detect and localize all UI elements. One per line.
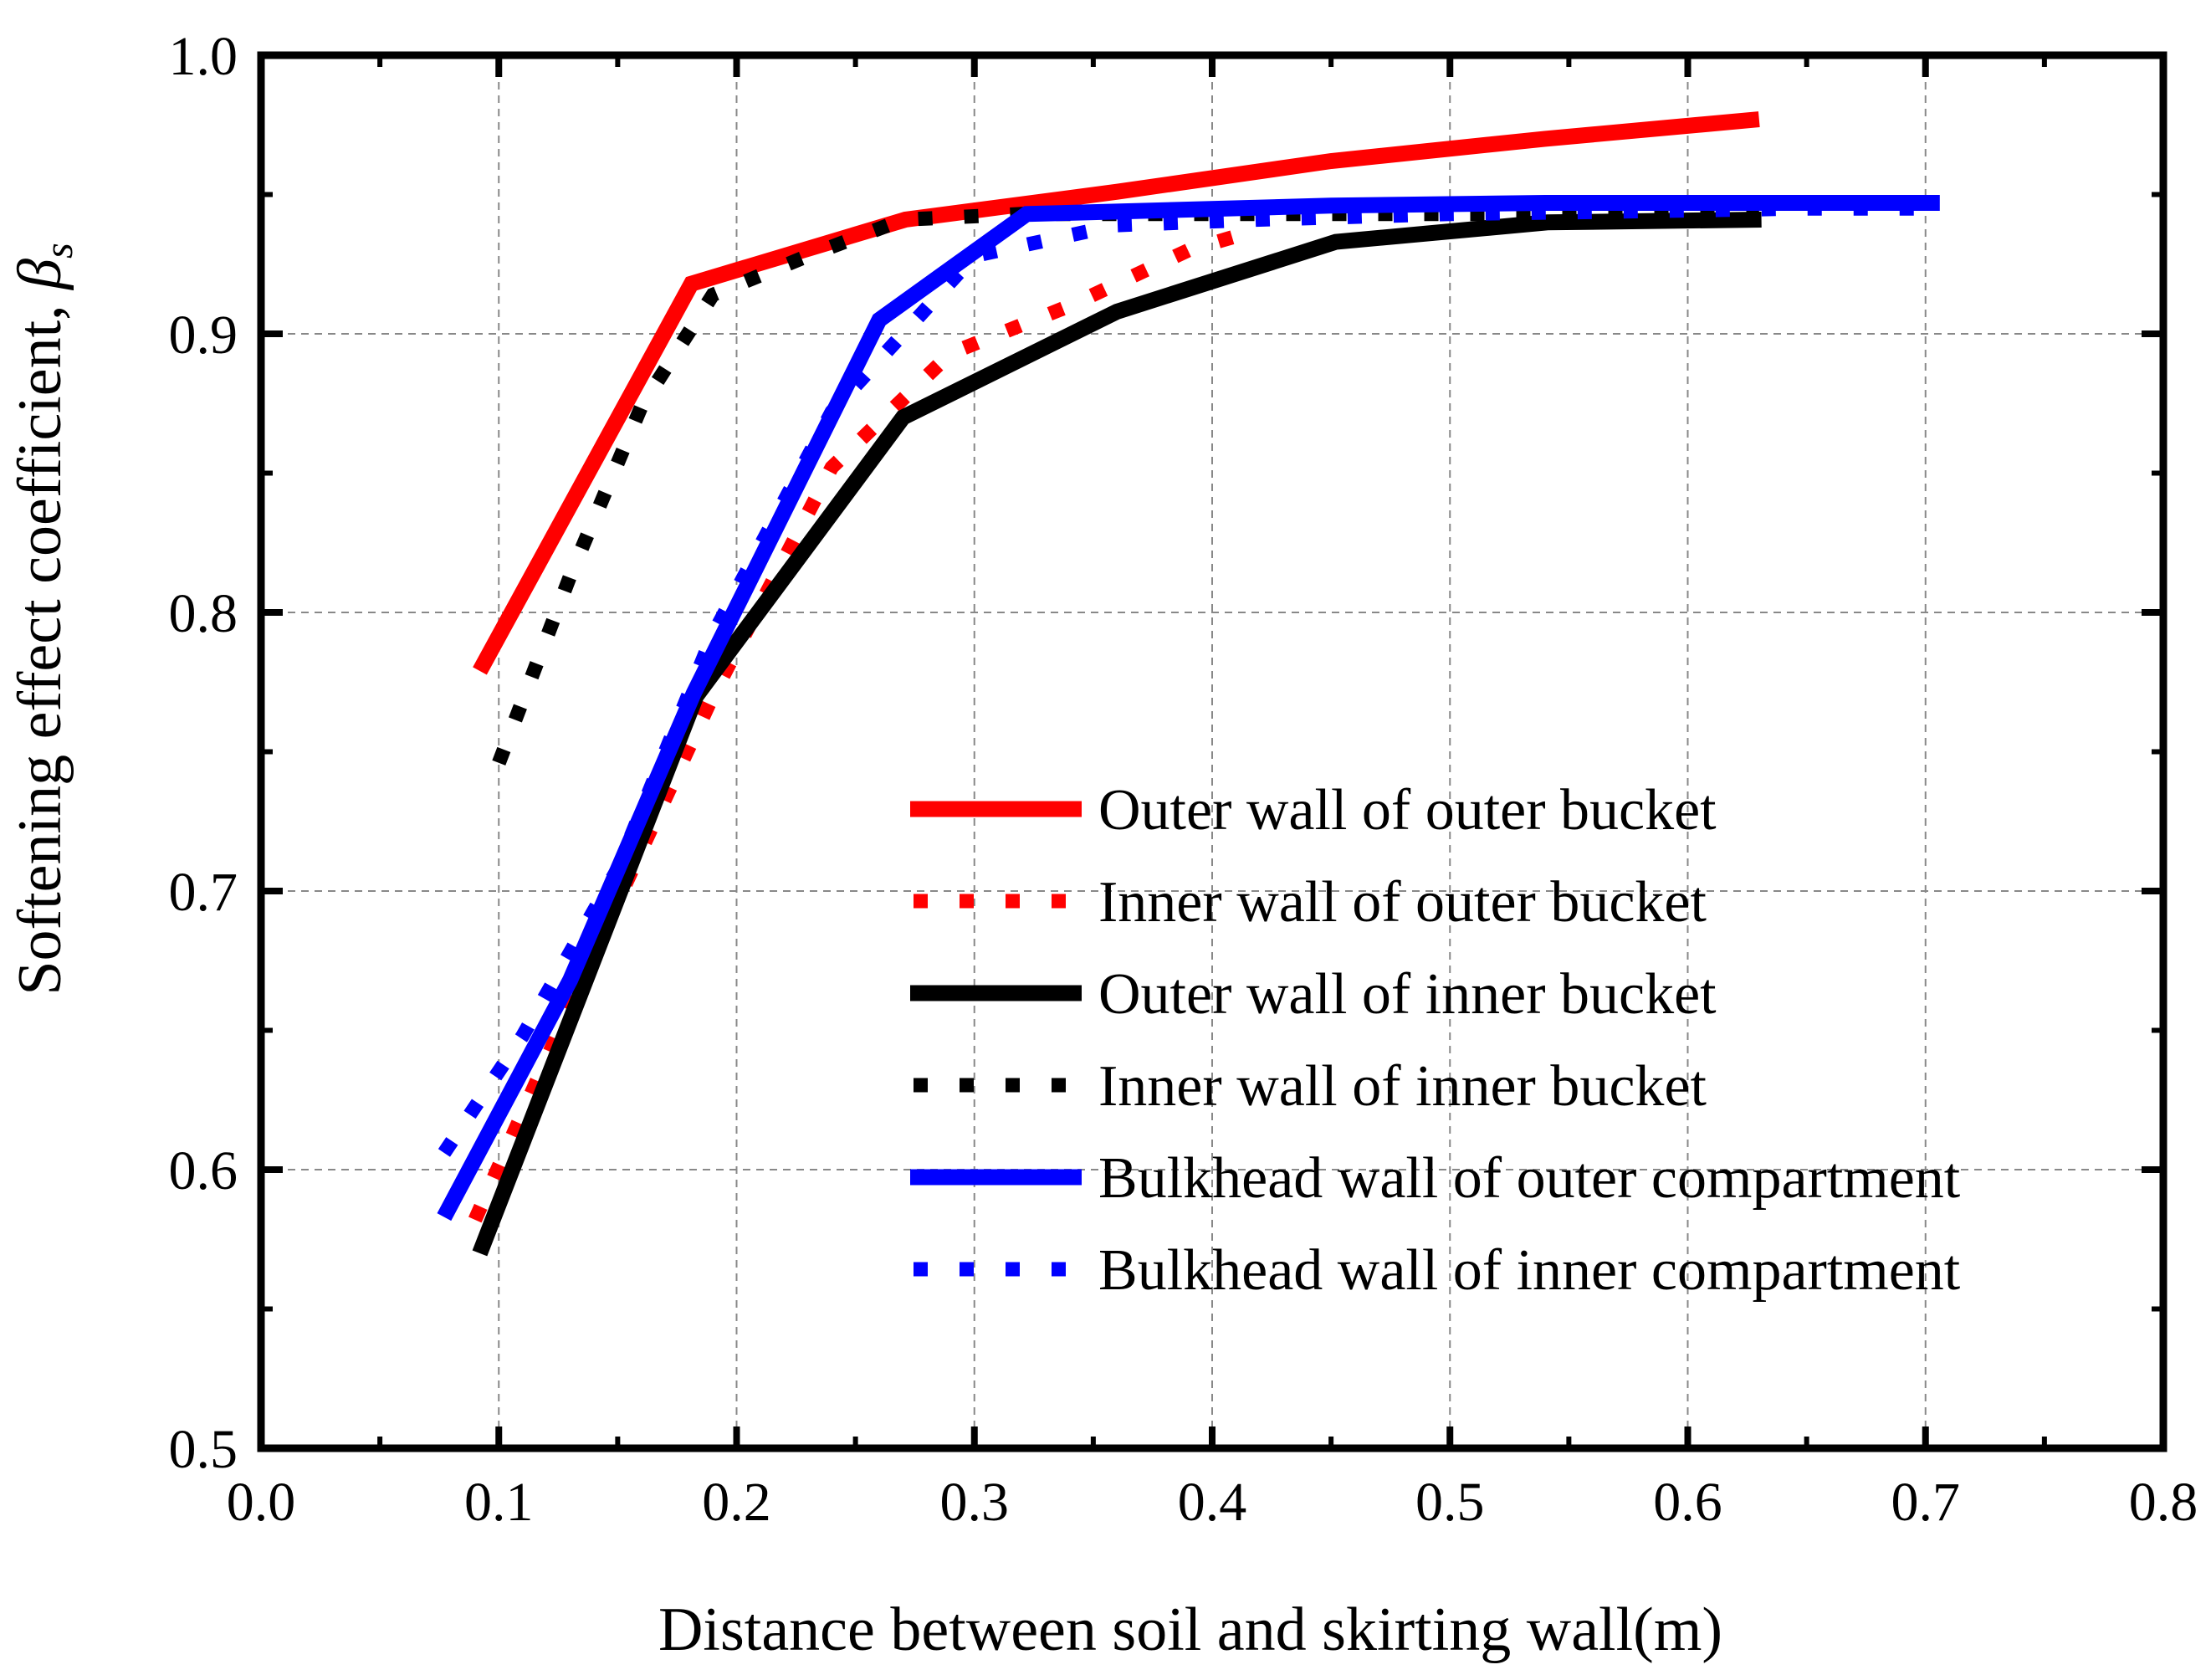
x-tick-label: 0.1 [464, 1472, 534, 1533]
legend-label-1: Outer wall of outer bucket [1098, 778, 1717, 843]
x-tick-label: 0.2 [702, 1472, 771, 1533]
axes [257, 51, 2167, 1452]
y-axis-title-symbol: β [6, 259, 74, 291]
x-tick-label: 0.7 [1891, 1472, 1961, 1533]
y-axis-title-text: Softening effect coefficient, [6, 289, 74, 996]
x-tick-label: 0.5 [1415, 1472, 1485, 1533]
y-tick-label: 1.0 [169, 26, 238, 87]
series-layer [437, 111, 1940, 1257]
y-axis-title-subscript: s [37, 243, 81, 259]
legend-label-5: Bulkhead wall of outer compartment [1098, 1146, 1961, 1211]
y-axis-title: Softening effect coefficient, βs [6, 243, 81, 995]
x-axis-title: Distance between soil and skirting wall(… [658, 1595, 1722, 1664]
legend-label-3: Outer wall of inner bucket [1098, 962, 1717, 1027]
y-tick-label: 0.6 [169, 1140, 238, 1201]
legend-label-6: Bulkhead wall of inner compartment [1098, 1238, 1961, 1303]
series-line-5 [437, 195, 1940, 1222]
y-tick-label: 0.7 [169, 862, 238, 923]
x-tick-label: 0.8 [2129, 1472, 2198, 1533]
x-tick-label: 0.4 [1178, 1472, 1247, 1533]
x-tick-label: 0.3 [940, 1472, 1010, 1533]
x-tick-label: 0.0 [227, 1472, 296, 1533]
y-tick-label: 0.9 [169, 305, 238, 366]
series-line-4 [492, 207, 1759, 766]
legend: Outer wall of outer bucket Inner wall of … [910, 778, 1961, 1303]
legend-label-2: Inner wall of outer bucket [1098, 870, 1707, 935]
series-line-1 [473, 111, 1760, 675]
legend-label-4: Inner wall of inner bucket [1098, 1054, 1707, 1119]
x-tick-label: 0.6 [1653, 1472, 1722, 1533]
y-tick-label: 0.8 [169, 583, 238, 644]
tick-labels: 0.0 0.1 0.2 0.3 0.4 0.5 0.6 0.7 0.8 0.5 0.6 0.7 0.8 0… [169, 26, 2198, 1533]
y-tick-label: 0.5 [169, 1419, 238, 1480]
